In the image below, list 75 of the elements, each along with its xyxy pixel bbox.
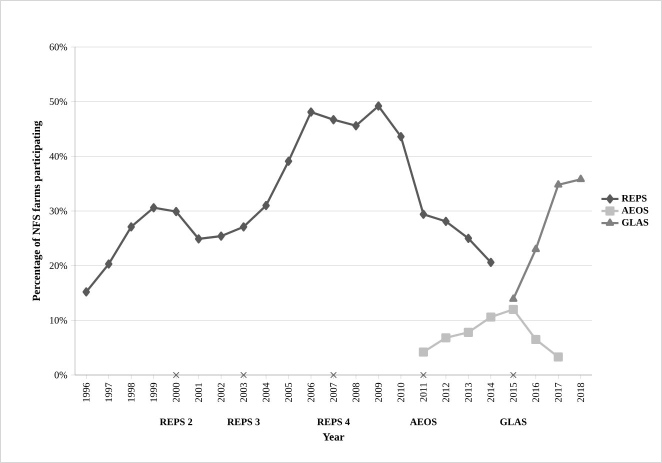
point: [441, 333, 450, 342]
point: [464, 328, 473, 337]
x-tick-label: 2012: [442, 383, 450, 402]
x-tick-label: 2014: [487, 382, 494, 402]
x-tick-label: 2005: [285, 382, 292, 402]
y-axis-title: Percentage of NFS farms participating: [32, 120, 42, 302]
x-tick-label: 2004: [262, 382, 270, 402]
point: [105, 259, 112, 269]
x-tick-label: 2003: [240, 382, 247, 402]
point: [420, 372, 427, 378]
point: [240, 222, 248, 232]
text: REPS 4: [317, 418, 350, 426]
point: [510, 372, 517, 378]
x-tick-label: 2008: [352, 382, 360, 402]
point: [509, 294, 518, 302]
x-tick-label: 2002: [218, 383, 224, 402]
x-tick-label: 1996: [82, 382, 90, 402]
point: [464, 234, 472, 243]
point: [352, 121, 360, 130]
y-tick-label: 10%: [50, 316, 68, 324]
point: [127, 222, 135, 232]
x-tick-label: 2000: [172, 382, 180, 402]
x-axis-title: Year: [322, 433, 344, 441]
legend-label: GLAS: [622, 219, 648, 226]
legend-label: AEOS: [622, 206, 648, 214]
point: [150, 203, 158, 212]
x-tick-label: 1997: [105, 382, 112, 402]
point: [554, 180, 562, 188]
x-tick-label: 2009: [375, 382, 382, 402]
point: [418, 347, 428, 357]
x-tick-label: 2006: [308, 382, 314, 402]
point: [420, 210, 428, 219]
x-tick-label: 1999: [150, 382, 158, 402]
y-tick-label: 0%: [54, 372, 68, 378]
point: [374, 101, 382, 111]
point: [330, 115, 338, 124]
point: [487, 258, 495, 267]
text: REPS 2: [160, 418, 192, 426]
x-tick-label: 2010: [398, 382, 404, 402]
text: AEOS: [410, 418, 437, 426]
point: [508, 304, 518, 314]
x-tick-label: 2018: [577, 382, 584, 402]
point: [284, 156, 292, 166]
x-tick-label: 2011: [420, 383, 427, 402]
y-tick-label: 40%: [49, 152, 68, 160]
point: [172, 206, 180, 216]
y-tick-label: 20%: [50, 262, 68, 270]
point: [172, 372, 180, 378]
point: [442, 216, 450, 226]
point: [532, 244, 540, 252]
x-tick-label: 2016: [532, 382, 540, 402]
point: [307, 107, 315, 117]
text: GLAS: [500, 418, 526, 426]
point: [330, 372, 337, 378]
x-tick-label: 2007: [330, 382, 337, 402]
point: [217, 232, 225, 241]
x-tick-label: 2017: [554, 382, 562, 402]
point: [82, 287, 90, 296]
point: [576, 174, 585, 182]
point: [397, 132, 405, 142]
x-tick-label: 2013: [465, 382, 472, 402]
text: REPS 3: [227, 418, 260, 426]
y-tick-label: 30%: [50, 208, 68, 214]
legend-label: REPS: [622, 194, 647, 202]
point: [262, 200, 270, 210]
x-tick-label: 2015: [510, 382, 517, 402]
point: [240, 372, 247, 378]
point: [531, 334, 540, 344]
x-tick-label: 1998: [128, 382, 135, 402]
x-tick-label: 2001: [195, 383, 202, 402]
point: [554, 352, 563, 362]
y-tick-label: 50%: [50, 98, 68, 106]
point: [486, 312, 496, 322]
point: [194, 234, 202, 244]
y-tick-label: 60%: [50, 44, 68, 50]
